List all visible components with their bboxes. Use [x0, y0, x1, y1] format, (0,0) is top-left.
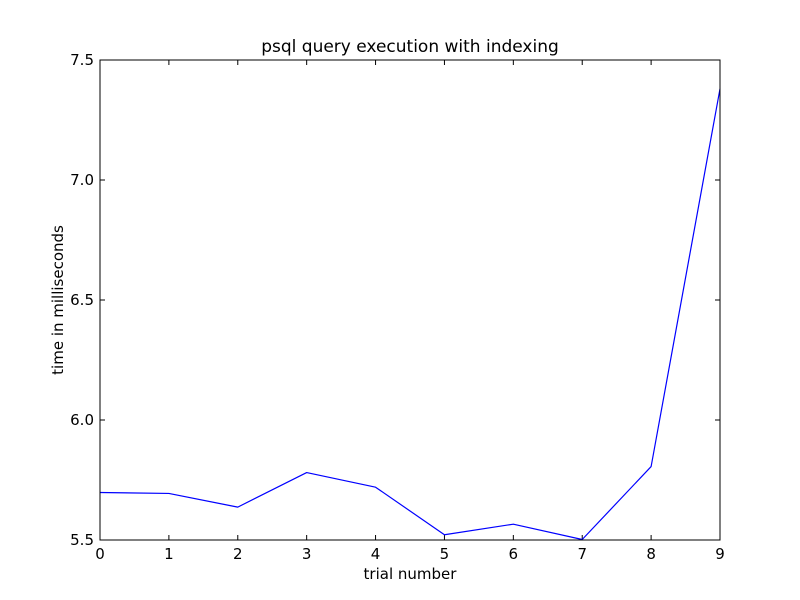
- y-tick-label: 6.0: [70, 411, 94, 429]
- x-tick-label: 5: [440, 545, 450, 563]
- y-tick-label: 6.5: [70, 291, 94, 309]
- y-tick-label: 5.5: [70, 531, 94, 549]
- x-tick-label: 7: [577, 545, 587, 563]
- y-axis-label: time in milliseconds: [49, 225, 67, 375]
- tick-labels: 0 1 2 3 4 5 6 7 8 9 5.5 6.0 6.5 7.0 7.5: [70, 51, 725, 563]
- x-tick-label: 2: [233, 545, 243, 563]
- x-tick-label: 4: [371, 545, 381, 563]
- plot-area: [99, 59, 721, 541]
- plot-background: [100, 60, 720, 540]
- y-tick-label: 7.5: [70, 51, 94, 69]
- x-tick-label: 3: [302, 545, 312, 563]
- x-tick-label: 6: [509, 545, 519, 563]
- x-tick-label: 9: [715, 545, 725, 563]
- x-axis-label: trial number: [364, 565, 458, 583]
- plot-frame: [99, 59, 721, 541]
- x-tick-label: 8: [646, 545, 656, 563]
- x-tick-label: 0: [95, 545, 105, 563]
- y-tick-label: 7.0: [70, 171, 94, 189]
- series-line: [99, 88, 721, 541]
- chart-title: psql query execution with indexing: [261, 37, 559, 57]
- x-tick-label: 1: [164, 545, 174, 563]
